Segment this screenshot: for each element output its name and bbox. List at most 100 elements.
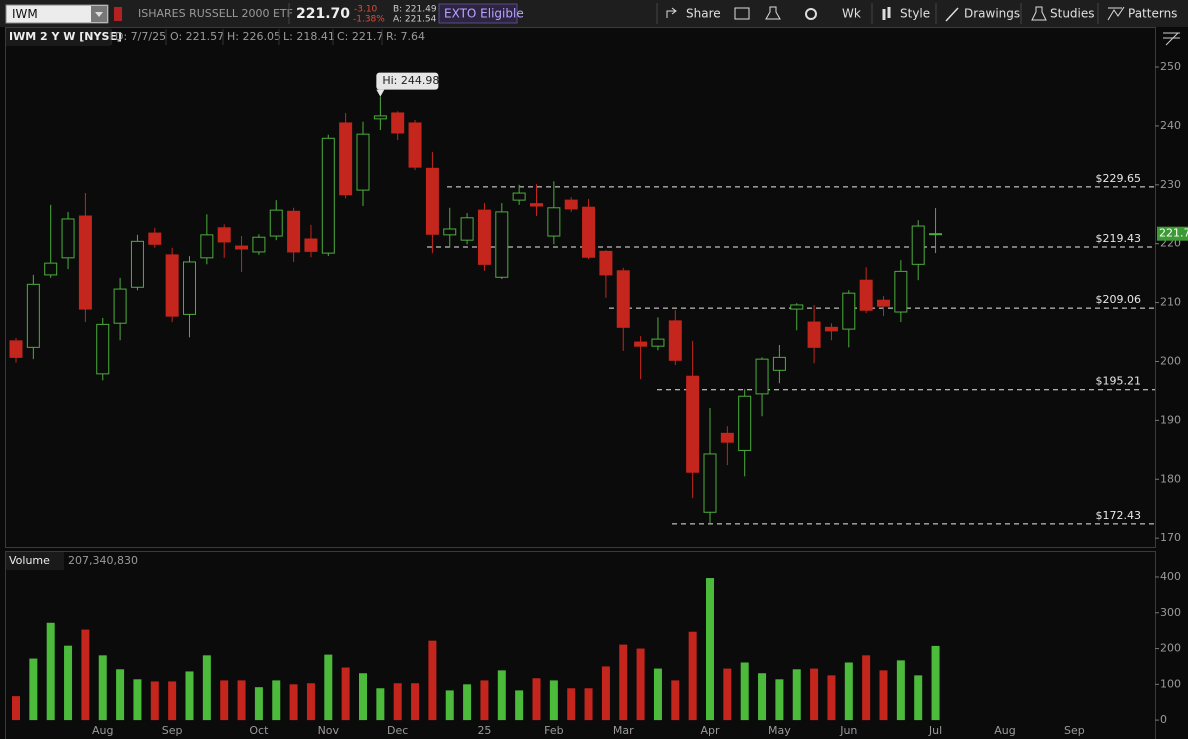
volume-bar	[688, 631, 697, 721]
x-tick-label: Sep	[1064, 724, 1085, 737]
button-studies[interactable]: Studies	[1050, 7, 1095, 21]
volume-bar	[306, 683, 315, 721]
volume-bar	[428, 640, 437, 721]
y-tick-label: 180	[1160, 472, 1181, 485]
volume-panel	[5, 551, 1156, 739]
candle-body	[217, 227, 231, 243]
x-tick-label: Feb	[544, 724, 563, 737]
candle-body	[859, 279, 873, 311]
candle-body	[564, 199, 578, 210]
y-tick-label: 200	[1160, 354, 1181, 367]
link-icon[interactable]	[114, 7, 122, 21]
level-label: $172.43	[1096, 509, 1142, 522]
volume-title: Volume	[9, 554, 50, 567]
candle-body	[130, 240, 144, 288]
volume-bar	[64, 645, 73, 721]
volume-bar	[445, 690, 454, 721]
volume-bar	[376, 688, 385, 721]
x-tick-label: Oct	[249, 724, 269, 737]
button-wk[interactable]: Wk	[842, 7, 861, 21]
candle-body	[460, 217, 474, 241]
button-drawings[interactable]: Drawings	[964, 7, 1020, 21]
badge[interactable]	[438, 3, 518, 24]
studies-icon	[1031, 6, 1047, 21]
candle-body	[356, 133, 370, 191]
volume-bar	[289, 684, 298, 721]
candle-body	[824, 326, 838, 332]
volume-bar	[810, 668, 819, 721]
volume-bar	[844, 662, 853, 721]
candle-body	[183, 261, 196, 315]
volume-bar	[879, 670, 888, 721]
candle-body	[512, 192, 526, 201]
header-item: O: 221.57	[170, 30, 224, 43]
header-box	[6, 28, 110, 46]
change: -3.10	[354, 5, 378, 15]
candle-body	[96, 323, 110, 375]
candle-body	[287, 210, 301, 253]
volume-bar	[653, 668, 662, 721]
x-tick-label: Dec	[387, 724, 408, 737]
volume-bar	[237, 680, 246, 721]
candle-body	[755, 358, 769, 395]
volume-bar	[272, 680, 281, 721]
y-tick-label: 190	[1160, 413, 1181, 426]
y-tick-label: 100	[1160, 677, 1181, 690]
y-tick-label: 200	[1160, 642, 1181, 655]
level-label: $229.65	[1096, 172, 1142, 185]
candle-body	[9, 340, 23, 358]
volume-bar	[341, 667, 350, 721]
x-tick-label: Sep	[162, 724, 183, 737]
candle-body	[44, 262, 58, 276]
symbol-input[interactable]	[5, 4, 109, 24]
candle-body	[425, 167, 439, 235]
x-tick-label: May	[768, 724, 791, 737]
volume-bar	[567, 688, 576, 721]
volume-bar	[758, 673, 767, 721]
candle-body	[443, 228, 457, 236]
level-label: $219.43	[1096, 232, 1142, 245]
header-item: C: 221.7	[337, 30, 383, 43]
candle-body	[582, 206, 596, 258]
settings-icon[interactable]	[805, 8, 817, 20]
candle-body	[929, 233, 943, 236]
volume-bar	[862, 655, 871, 721]
flask-icon[interactable]	[765, 6, 781, 20]
button-style[interactable]: Style	[900, 7, 930, 21]
y-tick-label: 170	[1160, 531, 1181, 544]
candle-body	[391, 112, 405, 134]
volume-bar	[914, 675, 923, 721]
candle-body	[373, 115, 387, 120]
candle-body	[790, 304, 804, 310]
volume-bar	[480, 680, 489, 721]
price-panel	[5, 27, 1156, 548]
volume-bar	[532, 678, 541, 721]
candle-body	[738, 395, 752, 451]
annotation-box	[376, 72, 439, 90]
candle-body	[634, 341, 648, 347]
x-tick-label: Aug	[994, 724, 1015, 737]
candle-body	[668, 320, 682, 361]
volume-bar	[706, 578, 714, 721]
header-box	[6, 552, 64, 570]
x-tick-label: 25	[477, 724, 491, 737]
bid: B: 221.49	[393, 5, 437, 15]
volume-bar	[133, 679, 142, 721]
panel-menu-icon[interactable]	[1163, 32, 1180, 46]
dropdown-arrow	[95, 12, 103, 17]
button-patterns[interactable]: Patterns	[1128, 7, 1177, 21]
volume-bar	[168, 681, 177, 721]
badge-text: EXTO Eligible	[444, 7, 524, 21]
y-tick-label: 210	[1160, 296, 1181, 309]
snapshot-icon[interactable]	[734, 7, 750, 20]
candle-body	[148, 232, 162, 245]
header-item: D: 7/7/25	[115, 30, 166, 43]
volume-bar	[185, 671, 194, 721]
volume-bar	[81, 629, 90, 721]
candle-body	[911, 225, 925, 265]
button-share[interactable]: Share	[686, 7, 721, 21]
level-label: $195.21	[1096, 375, 1142, 388]
candle-body	[408, 122, 422, 168]
candle-body	[547, 207, 561, 237]
